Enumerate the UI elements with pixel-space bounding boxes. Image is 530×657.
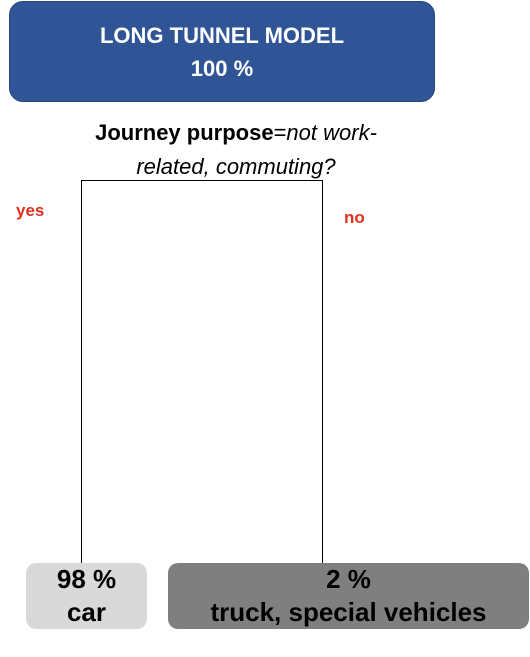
- branch-label-no: no: [344, 208, 365, 227]
- root-share: 100 %: [190, 55, 254, 81]
- connector-yes-vertical: [81, 180, 82, 563]
- split-question: Journey purpose=not work- related, commu…: [40, 116, 432, 184]
- leaf-no-label: truck, special vehicles: [210, 597, 487, 627]
- split-operator: =: [273, 120, 287, 145]
- leaf-no-share: 2 %: [326, 564, 371, 594]
- root-node: LONG TUNNEL MODEL 100 %: [9, 1, 435, 102]
- connector-horizontal: [81, 180, 323, 181]
- leaf-yes-label: car: [66, 597, 107, 627]
- split-condition-line2: related, commuting?: [136, 154, 336, 179]
- branch-label-yes: yes: [16, 201, 45, 220]
- leaf-node-no: 2 % truck, special vehicles: [168, 563, 529, 629]
- connector-no-vertical: [322, 180, 323, 563]
- split-variable: Journey purpose: [95, 120, 274, 145]
- split-condition-line1: not work-: [286, 120, 377, 145]
- leaf-node-yes: 98 % car: [26, 563, 147, 629]
- root-title: LONG TUNNEL MODEL: [99, 22, 345, 48]
- leaf-yes-share: 98 %: [56, 564, 117, 594]
